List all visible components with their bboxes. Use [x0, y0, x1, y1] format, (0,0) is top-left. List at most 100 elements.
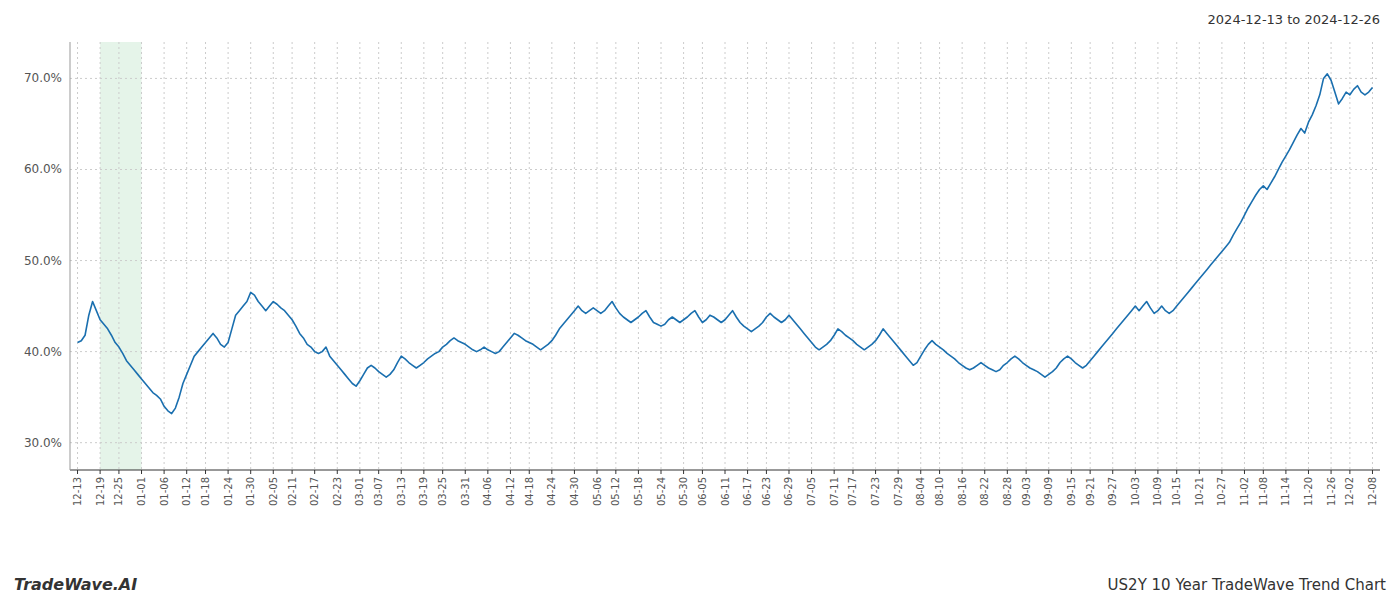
x-tick-label: 10-15 — [1171, 477, 1182, 506]
x-tick — [510, 470, 511, 474]
x-tick — [1026, 470, 1027, 474]
x-tick-label: 08-22 — [979, 477, 990, 506]
x-tick — [100, 470, 101, 474]
x-tick-label: 09-15 — [1066, 477, 1077, 506]
x-tick-label: 06-05 — [697, 477, 708, 506]
x-tick — [1176, 470, 1177, 474]
x-grid-line — [766, 42, 767, 470]
x-tick-label: 03-25 — [437, 477, 448, 506]
x-axis-line — [70, 470, 1380, 471]
x-tick — [228, 470, 229, 474]
x-tick — [1221, 470, 1222, 474]
x-tick — [683, 470, 684, 474]
x-grid-line — [1007, 42, 1008, 470]
x-grid-line — [1221, 42, 1222, 470]
x-tick — [465, 470, 466, 474]
x-grid-line — [615, 42, 616, 470]
trend-line — [78, 74, 1373, 414]
x-tick — [1263, 470, 1264, 474]
x-tick — [788, 470, 789, 474]
grid — [70, 42, 1380, 470]
x-grid-line — [1157, 42, 1158, 470]
x-tick-label: 05-18 — [633, 477, 644, 506]
x-tick — [205, 470, 206, 474]
x-tick — [164, 470, 165, 474]
x-grid-line — [811, 42, 812, 470]
x-tick-label: 09-21 — [1085, 477, 1096, 506]
x-tick-label: 09-09 — [1043, 477, 1054, 506]
x-tick-label: 01-12 — [181, 477, 192, 506]
x-tick — [638, 470, 639, 474]
x-tick — [811, 470, 812, 474]
x-tick-label: 03-01 — [354, 477, 365, 506]
x-tick-label: 01-30 — [245, 477, 256, 506]
x-tick-label: 10-03 — [1130, 477, 1141, 506]
x-tick-label: 10-27 — [1216, 477, 1227, 506]
x-tick-label: 12-25 — [113, 477, 124, 506]
x-tick — [1331, 470, 1332, 474]
x-tick-label: 02-05 — [268, 477, 279, 506]
x-grid-line — [1331, 42, 1332, 470]
x-tick-label: 01-06 — [159, 477, 170, 506]
x-tick — [962, 470, 963, 474]
x-tick-label: 07-23 — [870, 477, 881, 506]
x-tick-label: 02-23 — [332, 477, 343, 506]
x-tick — [1071, 470, 1072, 474]
x-tick — [661, 470, 662, 474]
x-tick-label: 08-16 — [957, 477, 968, 506]
x-tick-label: 01-18 — [200, 477, 211, 506]
x-tick — [1157, 470, 1158, 474]
x-grid-line — [141, 42, 142, 470]
x-grid-line — [1244, 42, 1245, 470]
x-tick — [574, 470, 575, 474]
x-tick — [292, 470, 293, 474]
x-tick-label: 02-17 — [309, 477, 320, 506]
x-grid-line — [747, 42, 748, 470]
x-grid-line — [551, 42, 552, 470]
x-grid-line — [100, 42, 101, 470]
x-tick — [702, 470, 703, 474]
x-tick — [1349, 470, 1350, 474]
x-tick — [442, 470, 443, 474]
x-tick-label: 03-31 — [460, 477, 471, 506]
y-tick-label: 70.0% — [24, 71, 62, 85]
x-tick — [359, 470, 360, 474]
x-grid-line — [834, 42, 835, 470]
x-tick-label: 08-28 — [1002, 477, 1013, 506]
x-tick — [378, 470, 379, 474]
x-grid-line — [337, 42, 338, 470]
x-grid-line — [529, 42, 530, 470]
y-grid-line — [70, 351, 1380, 352]
x-tick-label: 10-09 — [1152, 477, 1163, 506]
x-grid-line — [77, 42, 78, 470]
x-tick — [1112, 470, 1113, 474]
x-tick — [337, 470, 338, 474]
x-tick-label: 11-08 — [1258, 477, 1269, 506]
x-tick — [1048, 470, 1049, 474]
x-tick-label: 07-05 — [806, 477, 817, 506]
x-grid-line — [962, 42, 963, 470]
x-tick-label: 03-19 — [418, 477, 429, 506]
x-grid-line — [1285, 42, 1286, 470]
y-grid-line — [70, 260, 1380, 261]
x-grid-line — [1090, 42, 1091, 470]
x-tick — [725, 470, 726, 474]
x-tick — [747, 470, 748, 474]
x-grid-line — [597, 42, 598, 470]
x-tick-label: 04-18 — [524, 477, 535, 506]
x-grid-line — [205, 42, 206, 470]
x-grid-line — [1112, 42, 1113, 470]
x-grid-line — [638, 42, 639, 470]
x-grid-line — [401, 42, 402, 470]
x-tick-label: 07-29 — [893, 477, 904, 506]
x-tick — [920, 470, 921, 474]
x-tick-label: 11-26 — [1326, 477, 1337, 506]
x-grid-line — [487, 42, 488, 470]
x-tick — [834, 470, 835, 474]
chart: 30.0%40.0%50.0%60.0%70.0%12-1312-1912-25… — [0, 0, 1400, 600]
title: US2Y 10 Year TradeWave Trend Chart — [1108, 576, 1387, 594]
x-grid-line — [228, 42, 229, 470]
x-tick — [875, 470, 876, 474]
x-tick — [487, 470, 488, 474]
x-grid-line — [683, 42, 684, 470]
